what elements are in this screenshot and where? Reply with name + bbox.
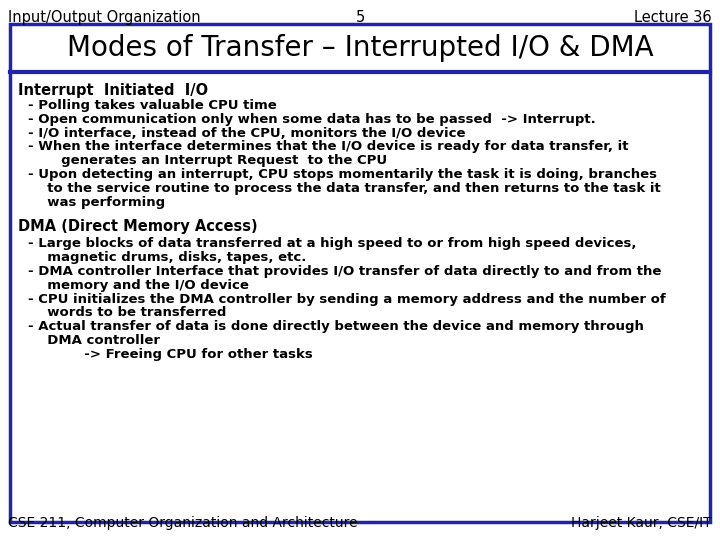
Text: DMA (Direct Memory Access): DMA (Direct Memory Access) — [18, 219, 258, 234]
Text: to the service routine to process the data transfer, and then returns to the tas: to the service routine to process the da… — [38, 182, 661, 195]
Text: was performing: was performing — [38, 195, 165, 208]
Text: Interrupt  Initiated  I/O: Interrupt Initiated I/O — [18, 83, 208, 98]
Text: - Open communication only when some data has to be passed  -> Interrupt.: - Open communication only when some data… — [28, 113, 595, 126]
Text: 5: 5 — [356, 10, 364, 25]
Text: magnetic drums, disks, tapes, etc.: magnetic drums, disks, tapes, etc. — [38, 251, 307, 264]
Text: - Large blocks of data transferred at a high speed to or from high speed devices: - Large blocks of data transferred at a … — [28, 238, 636, 251]
Text: CSE 211, Computer Organization and Architecture: CSE 211, Computer Organization and Archi… — [8, 516, 358, 530]
Text: Modes of Transfer – Interrupted I/O & DMA: Modes of Transfer – Interrupted I/O & DM… — [67, 34, 653, 62]
Text: Input/Output Organization: Input/Output Organization — [8, 10, 201, 25]
Text: - I/O interface, instead of the CPU, monitors the I/O device: - I/O interface, instead of the CPU, mon… — [28, 126, 466, 140]
Text: Lecture 36: Lecture 36 — [634, 10, 712, 25]
Text: - Upon detecting an interrupt, CPU stops momentarily the task it is doing, branc: - Upon detecting an interrupt, CPU stops… — [28, 168, 657, 181]
Text: - Actual transfer of data is done directly between the device and memory through: - Actual transfer of data is done direct… — [28, 320, 644, 333]
Text: memory and the I/O device: memory and the I/O device — [38, 279, 249, 292]
Text: - When the interface determines that the I/O device is ready for data transfer, : - When the interface determines that the… — [28, 140, 629, 153]
Text: generates an Interrupt Request  to the CPU: generates an Interrupt Request to the CP… — [38, 154, 387, 167]
Text: words to be transferred: words to be transferred — [38, 306, 226, 319]
Text: Harjeet Kaur, CSE/IT: Harjeet Kaur, CSE/IT — [572, 516, 712, 530]
Text: - Polling takes valuable CPU time: - Polling takes valuable CPU time — [28, 99, 276, 112]
Text: - DMA controller Interface that provides I/O transfer of data directly to and fr: - DMA controller Interface that provides… — [28, 265, 662, 278]
Text: - CPU initializes the DMA controller by sending a memory address and the number : - CPU initializes the DMA controller by … — [28, 293, 666, 306]
Text: -> Freeing CPU for other tasks: -> Freeing CPU for other tasks — [38, 348, 312, 361]
Text: DMA controller: DMA controller — [38, 334, 160, 347]
